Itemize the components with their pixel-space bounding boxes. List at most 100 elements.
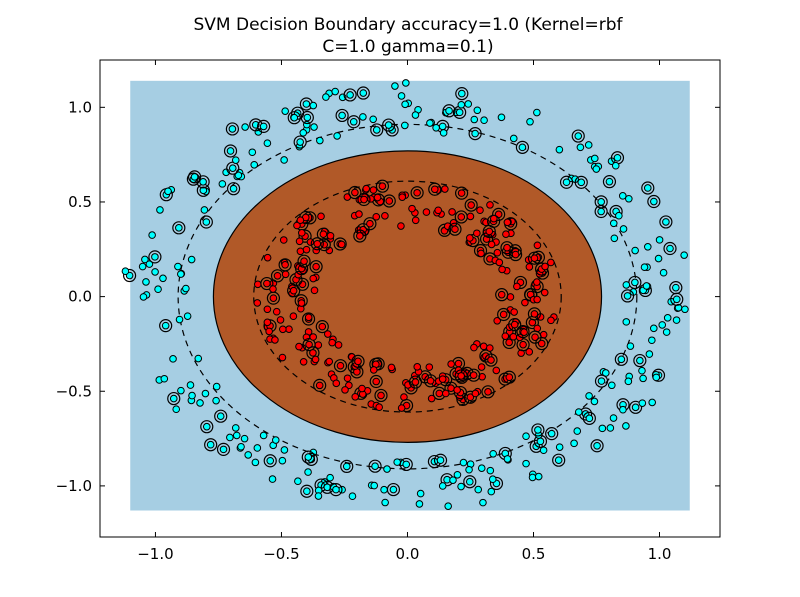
support-vector-ring: [633, 353, 647, 368]
outer-point: [201, 389, 210, 398]
inner-point: [422, 208, 431, 216]
x-tick-label: −1.0: [137, 545, 173, 563]
support-vector-ring: [594, 204, 608, 219]
support-vector-ring: [529, 439, 543, 453]
inner-point: [289, 312, 298, 321]
support-vector-ring: [552, 453, 566, 467]
inner-point: [378, 182, 387, 190]
y-tick-label: −0.5: [56, 382, 92, 400]
outer-point: [465, 477, 474, 486]
outer-point: [280, 156, 288, 164]
inner-point: [531, 333, 539, 341]
outer-point: [533, 108, 541, 117]
support-vector-ring: [467, 368, 481, 382]
support-vector-ring: [545, 427, 559, 441]
support-vector-ring: [399, 457, 413, 472]
outer-point: [672, 283, 680, 292]
x-tick-label: 0.5: [522, 545, 546, 563]
inner-point: [358, 384, 366, 393]
outer-point: [415, 500, 424, 508]
outer-point: [480, 116, 488, 125]
outer-point: [359, 113, 367, 121]
outer-point: [231, 156, 240, 164]
outer-point: [244, 451, 252, 459]
support-vector-ring: [500, 241, 514, 255]
outer-point: [539, 446, 548, 455]
outer-point: [156, 206, 164, 214]
outer-point: [592, 165, 601, 173]
support-vector-ring: [300, 484, 314, 498]
support-vector-ring: [302, 337, 316, 352]
support-vector-ring: [466, 234, 480, 248]
outer-point: [672, 295, 681, 304]
outer-point: [206, 440, 215, 449]
outer-point: [322, 93, 330, 101]
outer-point: [370, 481, 379, 490]
outer-point: [226, 433, 234, 442]
outer-point: [369, 115, 377, 124]
inner-point: [492, 366, 501, 375]
inner-point: [541, 262, 549, 271]
outer-point: [268, 475, 277, 483]
outer-point: [509, 134, 518, 143]
outer-point: [397, 92, 406, 100]
outer-point: [310, 123, 318, 131]
support-vector-ring: [315, 320, 329, 334]
support-vector-ring: [343, 88, 357, 102]
inner-point: [343, 374, 352, 383]
inner-point: [411, 216, 420, 225]
outer-point: [488, 475, 497, 484]
inner-point: [372, 212, 381, 221]
inner-point: [295, 237, 304, 246]
inner-point: [490, 214, 498, 223]
inner-point: [328, 338, 336, 347]
inner-point: [278, 353, 287, 362]
outer-point: [290, 113, 299, 122]
outer-point: [326, 473, 334, 482]
support-vector-ring: [226, 182, 241, 196]
outer-point: [304, 468, 312, 476]
support-vector-ring: [214, 409, 228, 423]
inner-point: [484, 387, 492, 396]
support-vector-ring: [515, 140, 530, 154]
support-vector-ring: [571, 129, 585, 143]
inner-point: [411, 378, 420, 386]
inner-point: [447, 360, 455, 368]
inner-point: [310, 286, 319, 295]
inner-point: [457, 213, 466, 221]
outer-point: [253, 444, 262, 452]
outer-point: [164, 187, 172, 196]
support-vector-ring: [382, 118, 396, 132]
outer-point: [154, 285, 162, 294]
inner-point: [334, 341, 343, 349]
outer-point: [619, 405, 627, 414]
support-vector-ring: [186, 172, 200, 186]
outer-point: [622, 318, 631, 326]
inner-point: [530, 310, 539, 318]
outer-point: [457, 482, 465, 491]
outer-point: [534, 426, 542, 434]
inner-point: [366, 219, 374, 228]
support-vector-ring: [663, 241, 677, 256]
support-vector-ring: [527, 251, 542, 265]
outer-point: [266, 456, 275, 465]
outer-point: [259, 122, 268, 131]
outer-point: [391, 82, 399, 90]
inner-point: [519, 340, 527, 349]
outer-point: [613, 153, 622, 162]
outer-point: [638, 399, 647, 407]
inner-point: [253, 299, 262, 307]
outer-point: [141, 255, 149, 264]
support-vector-ring: [313, 378, 327, 392]
outer-point: [303, 113, 312, 122]
inner-point: [533, 241, 542, 250]
inner-point: [355, 210, 363, 218]
outer-point: [182, 284, 190, 293]
inner-point: [356, 232, 364, 240]
support-vector-ring: [454, 186, 469, 200]
outer-point: [528, 473, 537, 482]
inner-point: [513, 282, 521, 291]
support-vector-ring: [329, 483, 343, 497]
outer-point: [662, 218, 670, 226]
support-vector-ring: [670, 292, 684, 306]
